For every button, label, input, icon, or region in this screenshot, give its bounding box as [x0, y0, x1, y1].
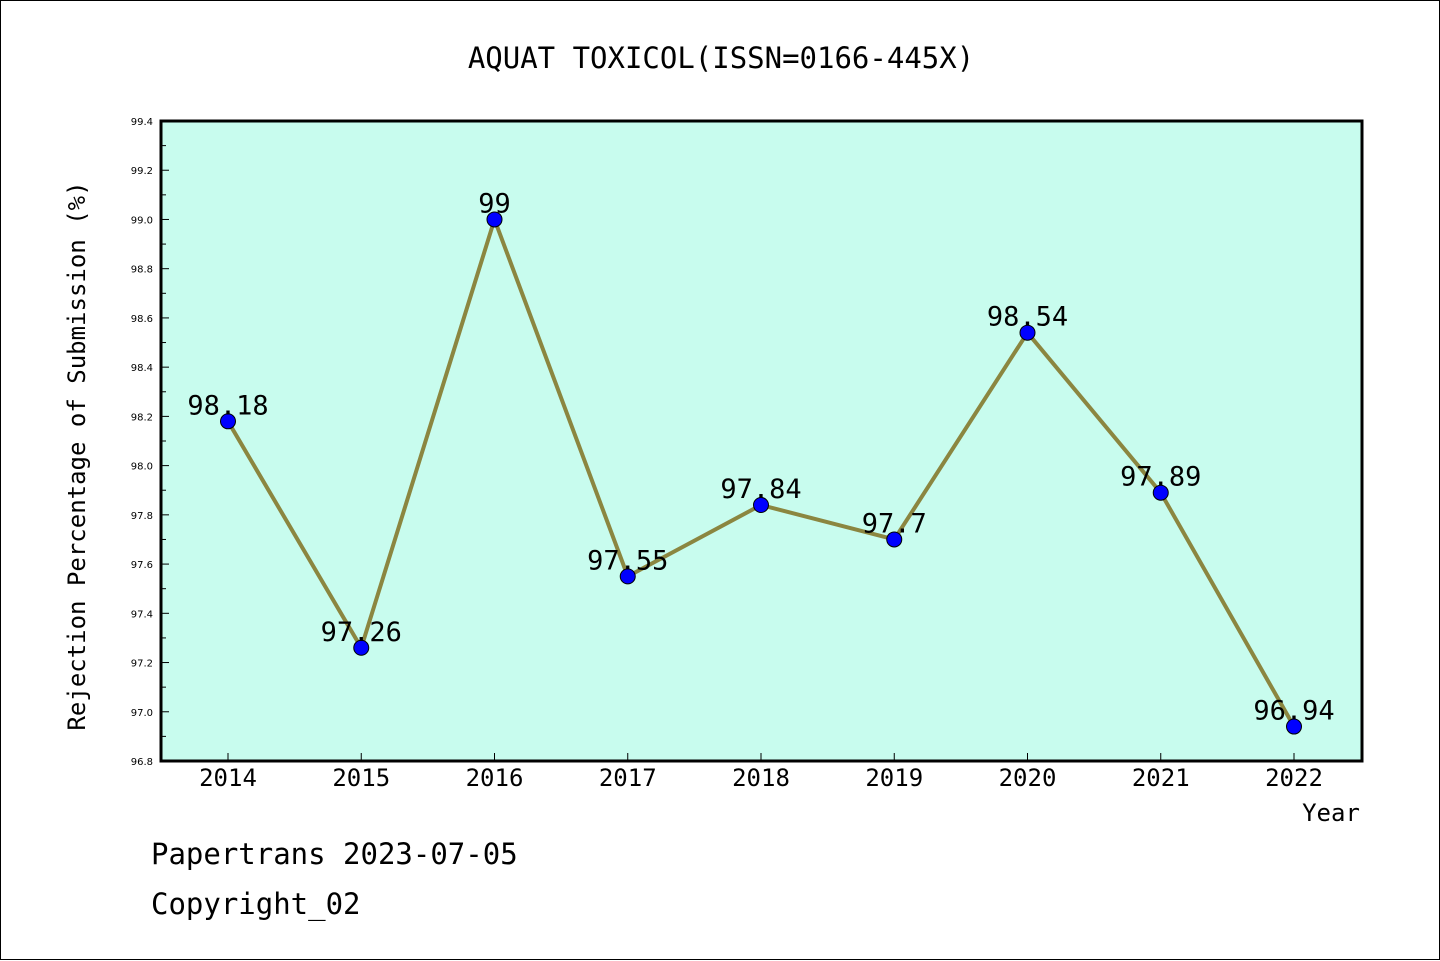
- y-tick-label: 97.4: [131, 609, 153, 620]
- y-tick-label: 98.4: [131, 363, 153, 374]
- data-label: 99: [478, 188, 511, 219]
- x-axis-label: Year: [1302, 799, 1360, 827]
- data-labels: 98.18 97.26 99 97.55 97.84 97.7 98.54 97.89 96.9…: [187, 188, 1334, 726]
- data-point: [886, 531, 903, 548]
- data-point: [1152, 484, 1169, 501]
- data-label: 97.89: [1120, 462, 1201, 493]
- data-point: [1019, 324, 1036, 341]
- chart-title: AQUAT TOXICOL(ISSN=0166-445X): [468, 41, 974, 75]
- y-tick-label: 99.4: [131, 117, 153, 128]
- data-label: 98.18: [187, 390, 268, 421]
- y-tick-label: 97.0: [131, 708, 153, 719]
- data-label: 98.54: [987, 302, 1068, 333]
- y-tick-label: 99.0: [131, 215, 153, 226]
- data-label: 97.26: [321, 617, 402, 648]
- x-tick-label: 2014: [199, 764, 257, 792]
- y-tick-label: 98.2: [131, 412, 153, 423]
- x-tick-label: 2015: [332, 764, 390, 792]
- y-tick-label: 98.0: [131, 462, 153, 473]
- y-axis-label: Rejection Percentage of Submission (%): [63, 181, 91, 730]
- data-point: [619, 568, 636, 585]
- series-group: [220, 211, 1302, 735]
- y-tick-label: 96.8: [131, 757, 153, 768]
- x-tick-label: 2016: [466, 764, 524, 792]
- data-label: 96.94: [1253, 696, 1334, 727]
- y-tick-label: 98.8: [131, 265, 153, 276]
- data-point: [486, 211, 503, 228]
- data-label: 97.7: [862, 508, 927, 539]
- data-label: 97.84: [720, 474, 801, 505]
- y-tick-label: 98.6: [131, 314, 153, 325]
- footer-date: Papertrans 2023-07-05: [151, 837, 518, 871]
- x-tick-label: 2020: [999, 764, 1057, 792]
- x-axis: 2014 2015 2016 2017 2018 2019 2020 2021 2022: [199, 753, 1323, 792]
- y-tick-label: 97.2: [131, 659, 153, 670]
- x-tick-label: 2022: [1265, 764, 1323, 792]
- x-tick-label: 2021: [1132, 764, 1190, 792]
- y-tick-label: 97.6: [131, 560, 153, 571]
- y-axis: 96.8 97.0 97.2 97.4 97.6 97.8 98.0 98.2 98.4 98.6…: [131, 117, 169, 768]
- x-tick-label: 2018: [732, 764, 790, 792]
- data-point: [220, 413, 236, 430]
- plot-area: [159, 119, 1364, 763]
- y-tick-label: 97.8: [131, 511, 153, 522]
- data-point: [1286, 718, 1302, 735]
- x-tick-label: 2019: [865, 764, 923, 792]
- data-point: [353, 639, 370, 656]
- footer-copyright: Copyright_02: [151, 887, 361, 921]
- x-tick-label: 2017: [599, 764, 657, 792]
- data-point: [753, 497, 769, 513]
- y-tick-label: 99.2: [131, 166, 153, 177]
- data-label: 97.55: [587, 545, 668, 576]
